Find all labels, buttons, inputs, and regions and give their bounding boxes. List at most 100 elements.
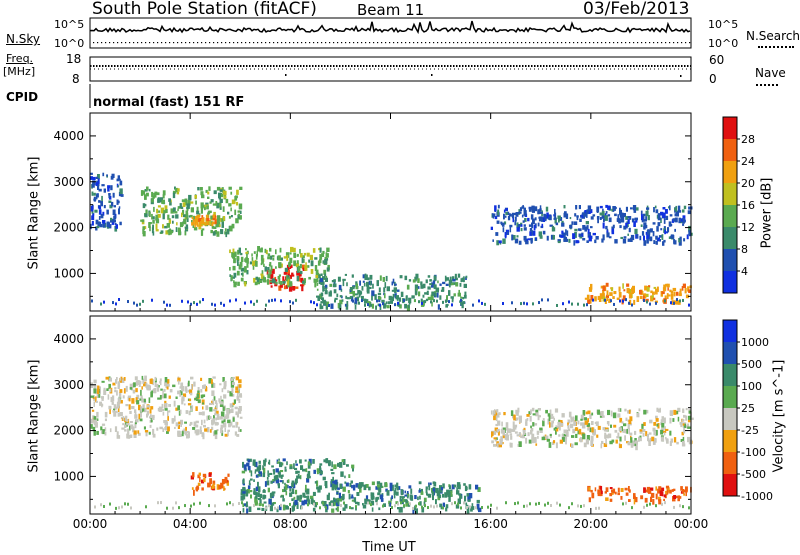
power-echo-cell	[655, 235, 658, 240]
power-echo-cell	[645, 293, 649, 297]
power-echo-cell	[207, 191, 210, 195]
velocity-near-range-cell	[643, 505, 645, 509]
velocity-echo-cell	[192, 427, 196, 430]
power-echo-cell	[545, 206, 549, 212]
power-echo-cell	[240, 210, 242, 214]
freq-label-line2: [MHz]	[3, 65, 36, 78]
velocity-echo-cell	[501, 430, 504, 434]
power-near-range-cell	[643, 298, 645, 302]
nsearch-point	[653, 42, 655, 44]
power-echo-cell	[607, 214, 611, 217]
velocity-echo-cell	[233, 399, 236, 404]
velocity-near-range-cell	[268, 504, 270, 508]
velocity-echo-cell	[214, 434, 218, 440]
velocity-echo-cell	[289, 488, 292, 492]
power-echo-cell	[258, 280, 263, 283]
power-echo-cell	[588, 211, 591, 214]
power-echo-cell	[587, 205, 592, 212]
power-echo-cell	[460, 278, 463, 283]
power-echo-cell	[233, 251, 237, 257]
power-echo-cell	[174, 211, 178, 214]
velocity-echo-cell	[389, 486, 393, 492]
power-echo-cell	[256, 250, 258, 257]
power-echo-cell	[586, 294, 590, 300]
velocity-echo-cell	[194, 429, 198, 434]
power-echo-cell	[634, 217, 638, 221]
power-echo-cell	[100, 213, 104, 219]
power-echo-cell	[346, 301, 349, 307]
nsearch-point	[277, 42, 279, 44]
velocity-echo-cell	[307, 461, 311, 466]
velocity-echo-cell	[187, 389, 190, 393]
velocity-echo-cell	[542, 420, 545, 427]
velocity-echo-cell	[254, 469, 259, 472]
velocity-echo-cell	[570, 423, 574, 429]
power-near-range-cell	[424, 300, 426, 304]
power-echo-cell	[439, 283, 442, 286]
nsearch-point	[557, 42, 559, 44]
velocity-echo-cell	[140, 395, 143, 399]
power-echo-cell	[652, 222, 656, 225]
power-echo-cell	[594, 239, 597, 244]
velocity-echo-cell	[649, 437, 652, 441]
power-echo-cell	[113, 215, 115, 220]
power-near-range-cell	[289, 300, 291, 304]
power-echo-cell	[645, 231, 648, 235]
time-tick-label: 04:00	[173, 517, 208, 531]
velocity-echo-cell	[247, 485, 251, 490]
power-echo-cell	[389, 300, 393, 304]
nsearch-point	[633, 42, 635, 44]
power-echo-cell	[507, 215, 511, 221]
nsearch-point	[333, 42, 335, 44]
nsearch-point	[413, 42, 415, 44]
power-echo-cell	[367, 301, 371, 305]
power-echo-cell	[640, 210, 643, 216]
velocity-near-range-cell	[649, 502, 651, 506]
power-echo-cell	[244, 258, 248, 262]
velocity-echo-cell	[643, 422, 646, 426]
velocity-echo-cell	[467, 496, 471, 502]
velocity-colorbar-swatch	[723, 430, 737, 453]
velocity-echo-cell	[147, 385, 151, 391]
nsearch-point	[209, 42, 211, 44]
velocity-echo-cell	[344, 504, 348, 509]
velocity-echo-cell	[238, 384, 242, 388]
velocity-echo-cell	[456, 482, 461, 488]
power-echo-cell	[232, 248, 235, 253]
power-echo-cell	[566, 230, 569, 237]
power-echo-cell	[322, 283, 324, 288]
power-echo-cell	[385, 301, 388, 305]
velocity-echo-cell	[335, 498, 339, 503]
power-near-range-cell	[256, 299, 258, 303]
nsearch-point	[677, 42, 679, 44]
velocity-echo-cell	[184, 430, 188, 436]
velocity-echo-cell	[559, 420, 563, 423]
velocity-echo-cell	[629, 432, 633, 436]
velocity-near-range-cell	[550, 503, 552, 507]
velocity-colorbar-label: 500	[741, 358, 762, 371]
velocity-echo-cell	[599, 486, 603, 492]
power-echo-cell	[288, 286, 293, 292]
nsearch-point	[97, 42, 99, 44]
power-echo-cell	[234, 209, 237, 216]
power-echo-cell	[663, 218, 666, 224]
power-echo-cell	[316, 272, 320, 276]
power-echo-cell	[444, 275, 447, 282]
power-echo-cell	[92, 176, 96, 181]
power-echo-cell	[516, 238, 519, 241]
power-echo-cell	[627, 216, 631, 219]
velocity-echo-cell	[268, 499, 272, 505]
nsearch-point	[577, 42, 579, 44]
velocity-echo-cell	[296, 470, 300, 474]
velocity-echo-cell	[305, 468, 308, 473]
velocity-echo-cell	[609, 487, 613, 490]
velocity-echo-cell	[211, 419, 215, 425]
velocity-echo-cell	[193, 421, 197, 427]
power-echo-cell	[229, 267, 231, 271]
power-echo-cell	[418, 291, 421, 297]
velocity-echo-cell	[371, 507, 374, 512]
velocity-echo-cell	[643, 409, 647, 415]
velocity-near-range-cell	[172, 506, 174, 510]
velocity-echo-cell	[267, 487, 270, 493]
nsky-panel	[89, 17, 692, 49]
